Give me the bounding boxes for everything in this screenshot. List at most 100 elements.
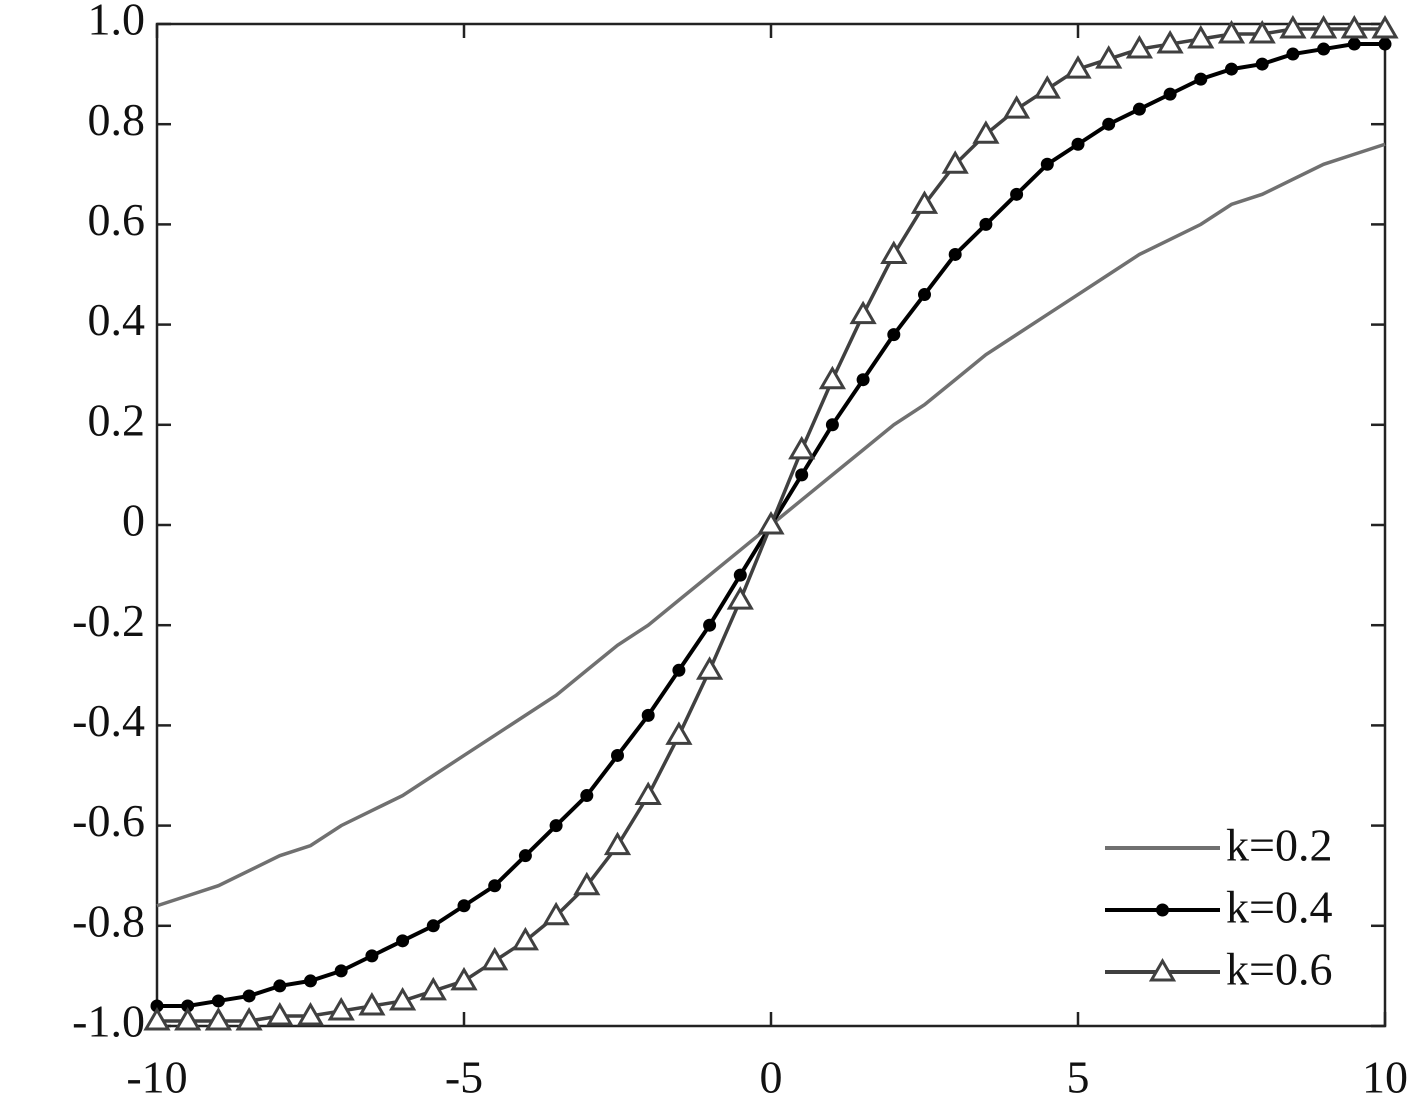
marker [856, 373, 870, 387]
marker [580, 789, 594, 803]
marker [641, 708, 655, 722]
marker [242, 989, 256, 1003]
marker [304, 974, 317, 988]
marker [948, 247, 962, 261]
marker [972, 120, 1000, 144]
marker [511, 926, 540, 951]
marker [1132, 102, 1146, 116]
marker [174, 1006, 202, 1031]
marker [518, 849, 532, 863]
marker [1156, 30, 1184, 54]
y-tick-label: 0 [122, 495, 145, 546]
marker [481, 946, 509, 971]
y-tick-label: 0.8 [88, 94, 146, 145]
marker [1225, 62, 1238, 76]
marker [1125, 35, 1154, 59]
marker [211, 994, 225, 1008]
marker [388, 986, 417, 1011]
marker [1010, 187, 1024, 201]
marker [634, 781, 662, 806]
marker [695, 656, 724, 680]
marker [1064, 55, 1092, 79]
marker [825, 418, 839, 432]
marker [1002, 95, 1031, 119]
legend-marker [1156, 903, 1169, 917]
marker [918, 288, 931, 302]
marker [143, 1006, 171, 1031]
marker [887, 328, 901, 342]
x-tick-label: -5 [445, 1052, 483, 1103]
marker [488, 879, 502, 893]
marker [273, 979, 287, 993]
marker [1317, 42, 1331, 56]
marker [733, 568, 747, 582]
legend-label: k=0.4 [1226, 882, 1332, 933]
marker [603, 831, 632, 856]
legend-label: k=0.6 [1226, 944, 1332, 995]
marker [1340, 15, 1368, 39]
y-tick-label: 0.6 [88, 194, 146, 245]
y-tick-label: -0.6 [72, 795, 145, 846]
marker [672, 663, 686, 677]
marker [818, 365, 847, 390]
x-tick-label: 10 [1362, 1052, 1408, 1103]
marker [910, 190, 939, 214]
legend-marker [1148, 958, 1177, 982]
x-tick-label: 5 [1067, 1052, 1090, 1103]
marker [703, 618, 717, 632]
y-tick-label: -0.2 [72, 595, 145, 646]
y-tick-label: 1.0 [88, 0, 146, 45]
x-tick-label: -10 [126, 1052, 187, 1103]
marker [611, 748, 624, 762]
y-tick-label: 0.4 [88, 294, 146, 345]
marker [849, 300, 877, 325]
marker [880, 240, 908, 264]
marker [396, 934, 410, 948]
legend-label: k=0.2 [1226, 820, 1332, 871]
marker [1255, 57, 1269, 71]
marker [235, 1006, 263, 1031]
marker [1071, 137, 1085, 151]
marker [1286, 47, 1300, 61]
marker [266, 1001, 294, 1026]
marker [181, 999, 195, 1013]
marker [979, 217, 993, 231]
marker [426, 919, 440, 933]
x-tick-label: 0 [760, 1052, 783, 1103]
marker [327, 996, 355, 1021]
marker [573, 871, 601, 896]
marker [1102, 117, 1116, 131]
marker [1163, 87, 1177, 101]
marker [1187, 25, 1215, 49]
y-tick-label: 0.2 [88, 394, 146, 445]
marker [365, 949, 379, 963]
marker [1040, 157, 1054, 171]
marker [457, 899, 471, 913]
marker [1371, 15, 1399, 39]
marker [419, 976, 447, 1001]
marker [1279, 15, 1307, 39]
marker [334, 964, 348, 978]
y-tick-label: -1.0 [72, 996, 145, 1047]
marker [1194, 72, 1208, 86]
marker [1378, 37, 1392, 51]
y-tick-label: -0.4 [72, 695, 145, 746]
marker [795, 468, 809, 482]
marker [1217, 20, 1246, 44]
y-tick-label: -0.8 [72, 895, 145, 946]
marker [1095, 45, 1123, 69]
marker [204, 1006, 233, 1031]
marker [549, 819, 563, 833]
marker [1033, 75, 1061, 99]
marker [788, 435, 816, 460]
marker [1309, 15, 1338, 39]
marker [941, 150, 969, 174]
marker [1347, 37, 1361, 51]
marker [1248, 20, 1276, 44]
marker [450, 966, 478, 991]
marker [150, 999, 164, 1013]
marker [757, 511, 785, 535]
marker [665, 721, 693, 745]
marker [726, 586, 754, 610]
